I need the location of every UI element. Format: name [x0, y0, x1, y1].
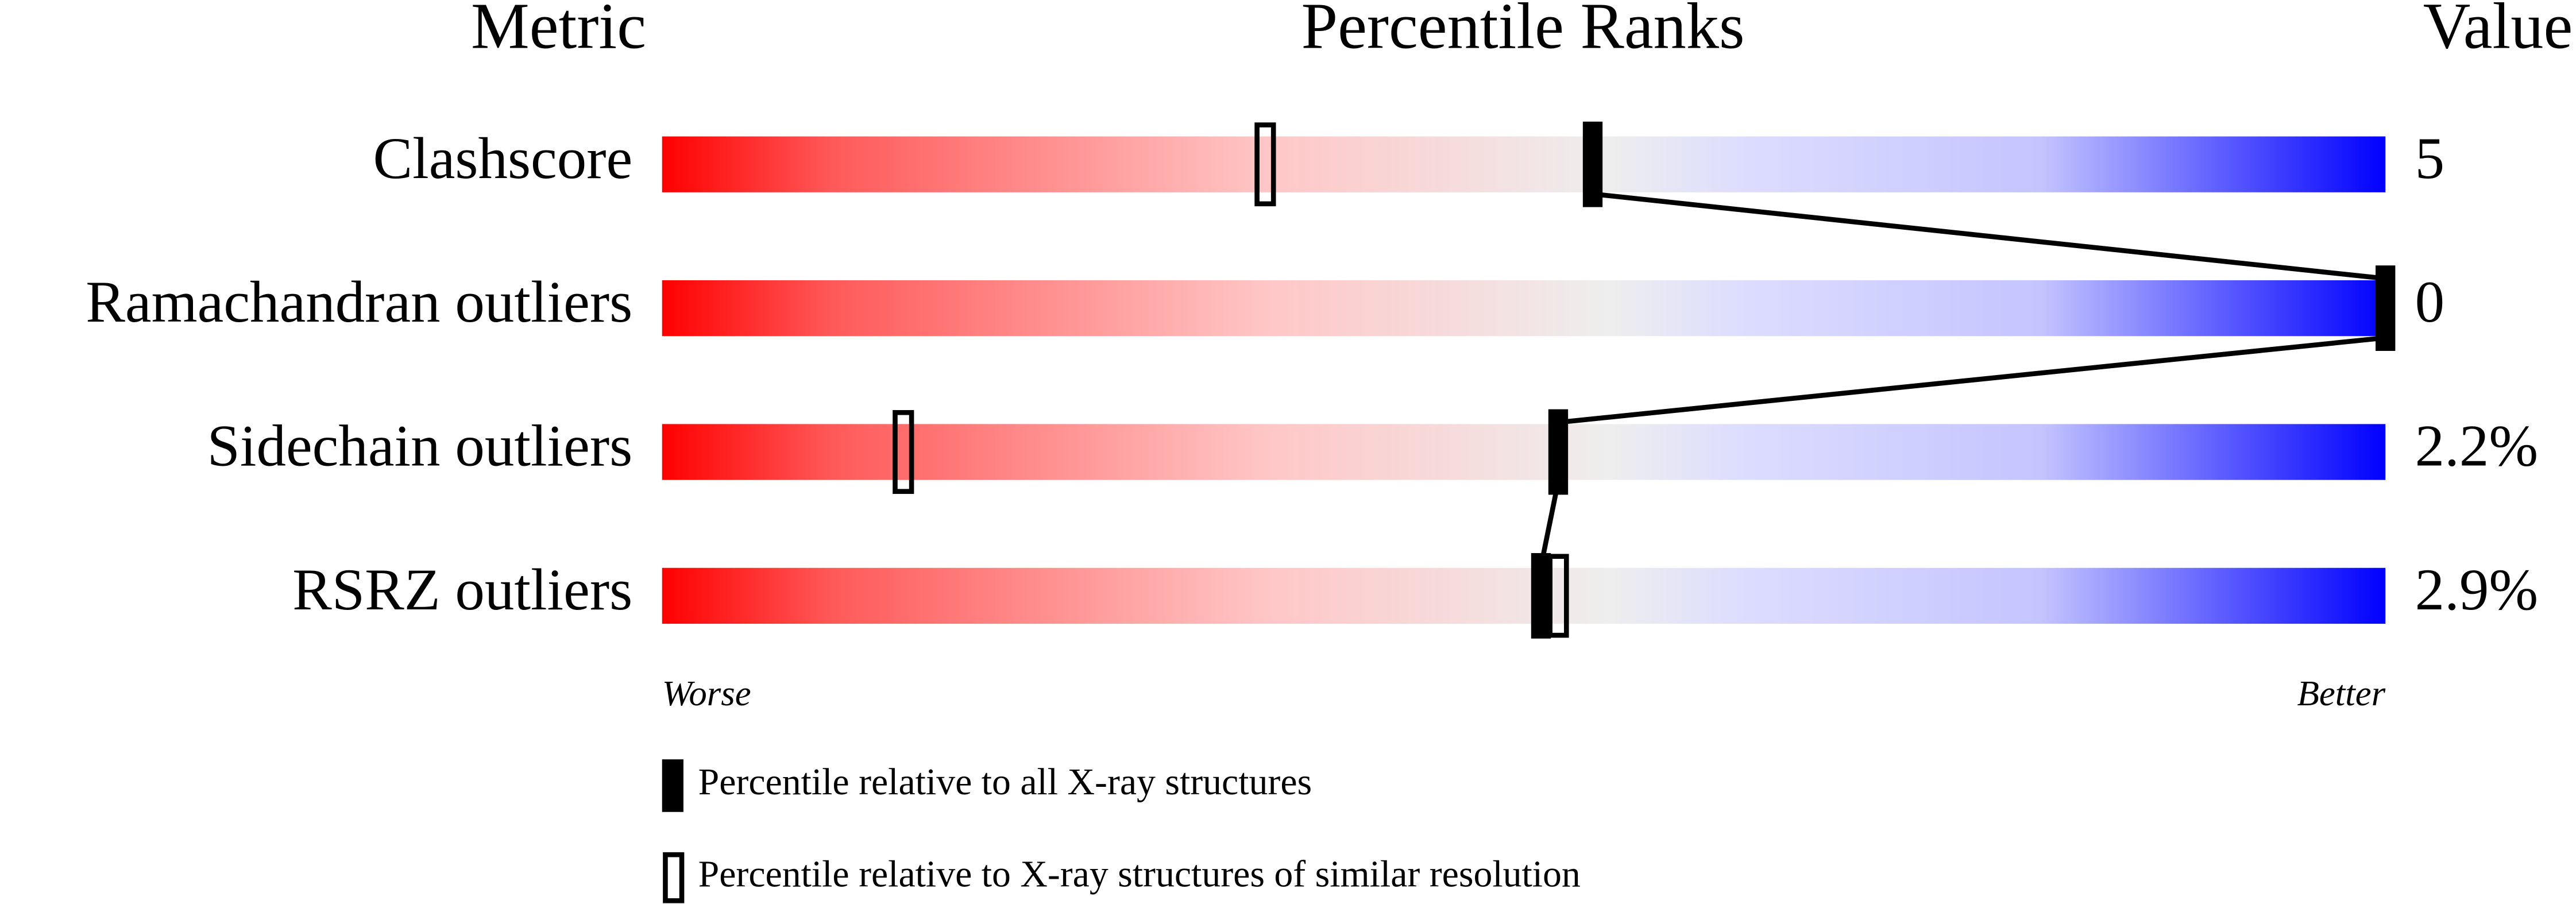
- metric-label: RSRZ outliers: [292, 557, 632, 623]
- marker-absolute: [1531, 553, 1551, 639]
- legend-label: Percentile relative to all X-ray structu…: [698, 761, 1312, 803]
- connector: [1558, 335, 2386, 425]
- slider-bar: [662, 567, 2386, 624]
- legend-label: Percentile relative to X-ray structures …: [698, 853, 1581, 895]
- value-label: 2.2%: [2415, 414, 2538, 479]
- legend-swatch: [662, 759, 683, 812]
- header-metric: Metric: [471, 0, 646, 63]
- metric-label: Sidechain outliers: [207, 414, 633, 479]
- slider-bar: [662, 280, 2386, 337]
- marker-relative: [1254, 122, 1276, 207]
- axis-label-left: Worse: [662, 673, 751, 713]
- slider-bar: [662, 136, 2386, 192]
- value-label: 2.9%: [2415, 557, 2538, 623]
- slider-bar: [662, 424, 2386, 480]
- legend-swatch: [663, 852, 685, 903]
- value-label: 0: [2415, 269, 2444, 335]
- marker-relative: [893, 410, 914, 494]
- connector: [1538, 481, 1561, 567]
- connector: [1592, 191, 2386, 281]
- metric-label: Ramachandran outliers: [86, 269, 632, 335]
- header-value: Value: [2423, 0, 2573, 63]
- value-label: 5: [2415, 126, 2444, 191]
- header-ranks: Percentile Ranks: [1301, 0, 1745, 63]
- axis-label-right: Better: [2297, 673, 2385, 713]
- metric-label: Clashscore: [373, 126, 632, 191]
